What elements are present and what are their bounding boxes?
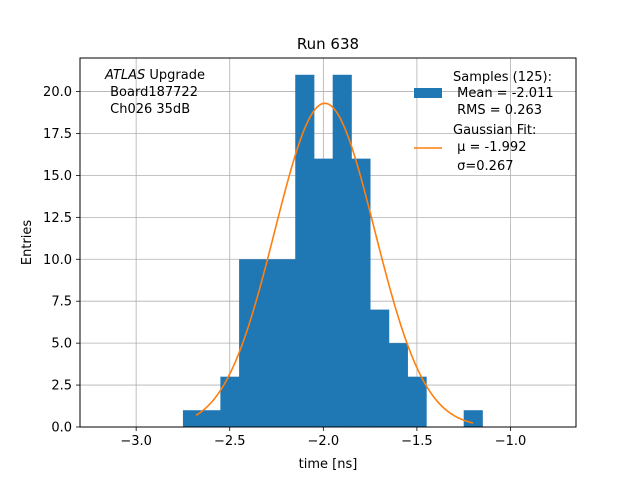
legend-samples-rms: RMS = 0.263 — [453, 103, 542, 118]
atlas-label: ATLAS — [104, 68, 145, 83]
x-tick-label: −2.0 — [308, 434, 340, 449]
histogram-bar — [332, 74, 352, 427]
histogram-bar — [201, 410, 221, 427]
upgrade-label: Upgrade — [145, 68, 205, 83]
gaussian-fit-curve — [195, 102, 474, 424]
histogram-bar — [313, 158, 334, 428]
x-tick-label: −1.0 — [495, 434, 527, 449]
y-tick-label: 0.0 — [51, 421, 72, 436]
legend-samples-patch — [414, 88, 442, 98]
plot-frame — [79, 57, 577, 428]
histogram-bar — [220, 376, 240, 427]
histogram-bar — [257, 259, 277, 427]
legend: Samples (125): Mean = -2.011 RMS = 0.263… — [414, 70, 554, 174]
histogram-bar — [407, 376, 427, 427]
legend-samples-header: Samples (125): — [453, 70, 552, 85]
x-tick-label: −1.5 — [401, 434, 433, 449]
y-tick-label: 20.0 — [43, 85, 72, 100]
histogram-bar — [370, 309, 390, 427]
x-tick-label: −2.5 — [214, 434, 246, 449]
histogram-bar — [388, 343, 408, 427]
axis-ticks: −3.0 −2.5 −2.0 −1.5 −1.0 0.0 2.5 5.0 7.5 10.0 12.5… — [43, 85, 526, 449]
gaussian-fit — [195, 102, 474, 424]
legend-fit-header: Gaussian Fit: — [453, 123, 536, 138]
chart-title: Run 638 — [297, 35, 359, 53]
channel-label: Ch026 35dB — [106, 102, 190, 117]
y-axis-title: Entries — [20, 220, 35, 266]
y-tick-label: 17.5 — [43, 127, 72, 142]
legend-fit-mu: μ = -1.992 — [453, 140, 526, 155]
x-tick-label: −3.0 — [120, 434, 152, 449]
y-tick-label: 2.5 — [51, 379, 72, 394]
histogram-bars — [182, 74, 483, 428]
y-tick-label: 5.0 — [51, 337, 72, 352]
legend-fit-sigma: σ=0.267 — [453, 159, 513, 174]
y-tick-label: 7.5 — [51, 295, 72, 310]
board-label: Board187722 — [106, 85, 198, 100]
x-axis-title: time [ns] — [299, 457, 358, 472]
y-tick-label: 15.0 — [43, 169, 72, 184]
histogram-bar — [463, 410, 483, 427]
y-tick-label: 12.5 — [43, 211, 72, 226]
histogram-bar — [239, 259, 259, 427]
atlas-annotation-title: ATLAS Upgrade — [104, 68, 205, 83]
y-tick-label: 10.0 — [43, 253, 72, 268]
histogram-bar — [295, 74, 315, 427]
histogram-bar — [351, 158, 371, 428]
histogram-bar — [276, 259, 296, 427]
legend-samples-mean: Mean = -2.011 — [453, 86, 554, 101]
